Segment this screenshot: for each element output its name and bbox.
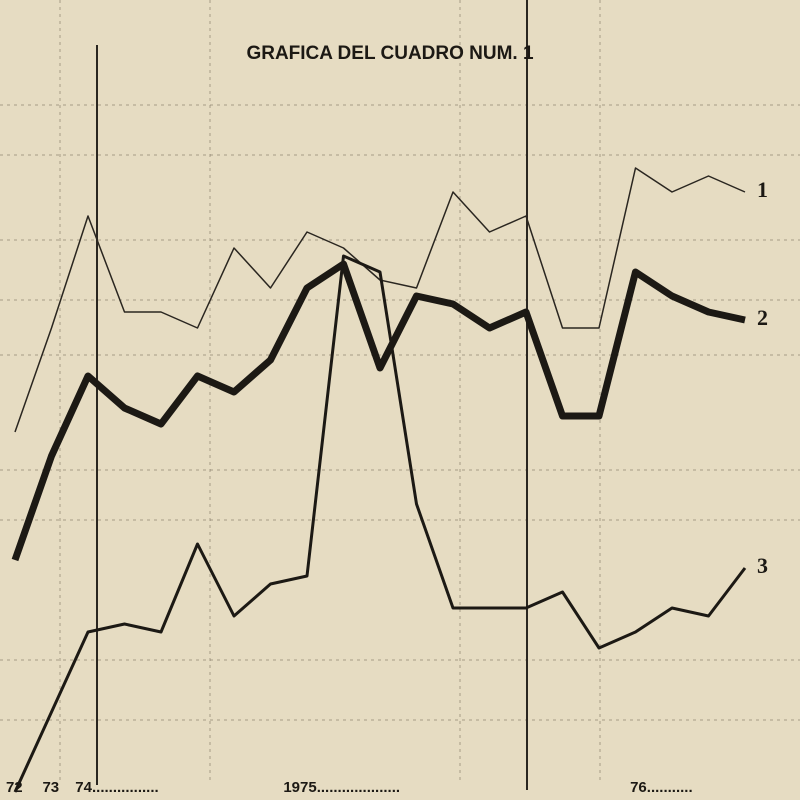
x-tick-label: 73 <box>42 779 59 796</box>
series-label: 2 <box>757 305 768 330</box>
chart-title: GRAFICA DEL CUADRO NUM. 1 <box>246 43 534 64</box>
x-tick-label: 1975.................... <box>283 779 400 796</box>
page: GRAFICA DEL CUADRO NUM. 1 727374........… <box>0 0 800 800</box>
x-tick-label: 74................ <box>75 779 158 796</box>
series-label: 1 <box>757 177 768 202</box>
series-label: 3 <box>757 553 768 578</box>
chart: GRAFICA DEL CUADRO NUM. 1 727374........… <box>0 0 800 800</box>
x-tick-label: 76........... <box>630 779 693 796</box>
